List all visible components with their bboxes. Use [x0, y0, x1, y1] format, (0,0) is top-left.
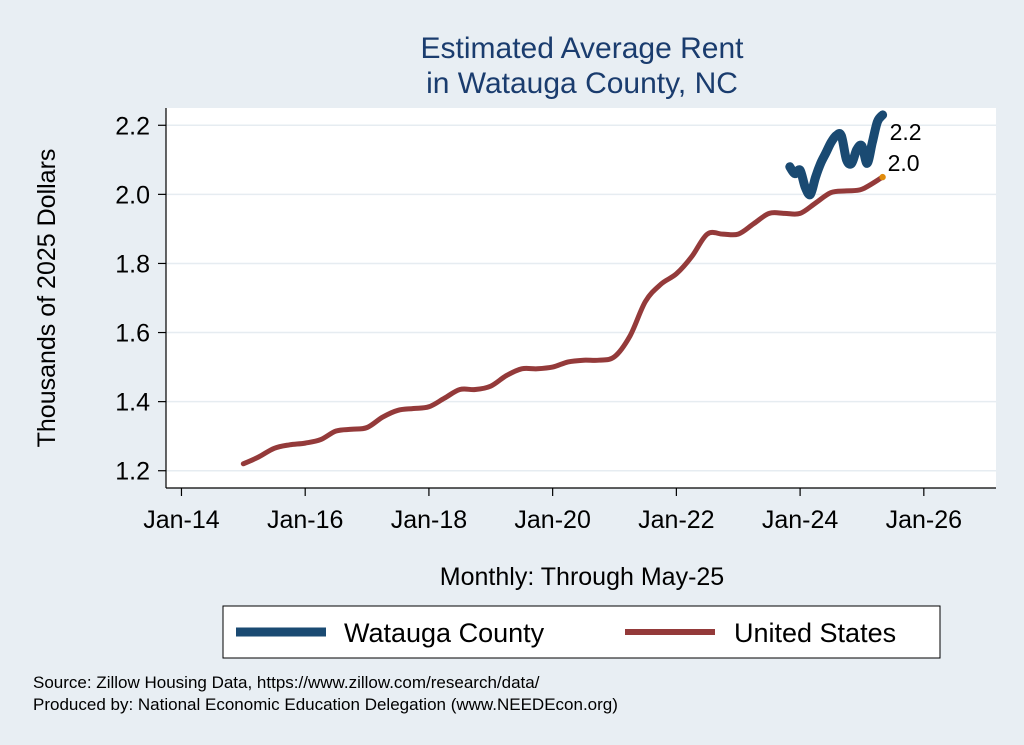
legend-label-united-states: United States	[734, 618, 896, 648]
plot-area	[166, 108, 996, 488]
y-tick-label: 1.6	[115, 320, 150, 348]
x-tick-label: Jan-24	[762, 506, 839, 534]
end-label-united-states: 2.0	[888, 150, 920, 176]
series-line-watauga	[785, 110, 888, 200]
x-tick-label: Jan-20	[514, 506, 590, 534]
x-tick-label: Jan-18	[391, 506, 467, 534]
legend-box	[222, 605, 941, 659]
x-tick-label: Jan-22	[638, 506, 714, 534]
end-labels: 2.22.0	[888, 119, 922, 176]
source-note: Source: Zillow Housing Data, https://www…	[33, 673, 540, 692]
legend-label-watauga: Watauga County	[344, 618, 545, 648]
x-tick-label: Jan-14	[143, 506, 220, 534]
y-tick-label: 1.4	[115, 389, 150, 417]
x-axis-ticks: Jan-14 Jan-16 Jan-18 Jan-20 Jan-22 Jan-24 Jan-…	[143, 488, 962, 534]
chart-title-line-1: Estimated Average Rent	[421, 32, 745, 65]
chart-title-line-2: in Watauga County, NC	[426, 67, 738, 100]
series-line-united-states	[240, 174, 886, 467]
x-tick-label: Jan-16	[267, 506, 343, 534]
y-axis-ticks: 1.2 1.4 1.6 1.8 2.0 2.2	[115, 112, 166, 486]
gridlines	[166, 124, 996, 472]
x-tick-label: Jan-26	[886, 506, 962, 534]
y-tick-label: 2.0	[115, 181, 150, 209]
legend: Watauga County United States	[222, 605, 941, 659]
end-marker-united-states	[879, 173, 886, 181]
series-lines	[240, 110, 888, 467]
y-tick-label: 1.2	[115, 458, 150, 486]
y-tick-label: 2.2	[115, 112, 150, 140]
producer-note: Produced by: National Economic Education…	[33, 695, 618, 714]
end-label-watauga: 2.2	[890, 119, 922, 145]
x-axis-title: Monthly: Through May-25	[440, 563, 724, 591]
y-tick-label: 1.8	[115, 250, 150, 278]
y-axis-title: Thousands of 2025 Dollars	[33, 149, 61, 448]
